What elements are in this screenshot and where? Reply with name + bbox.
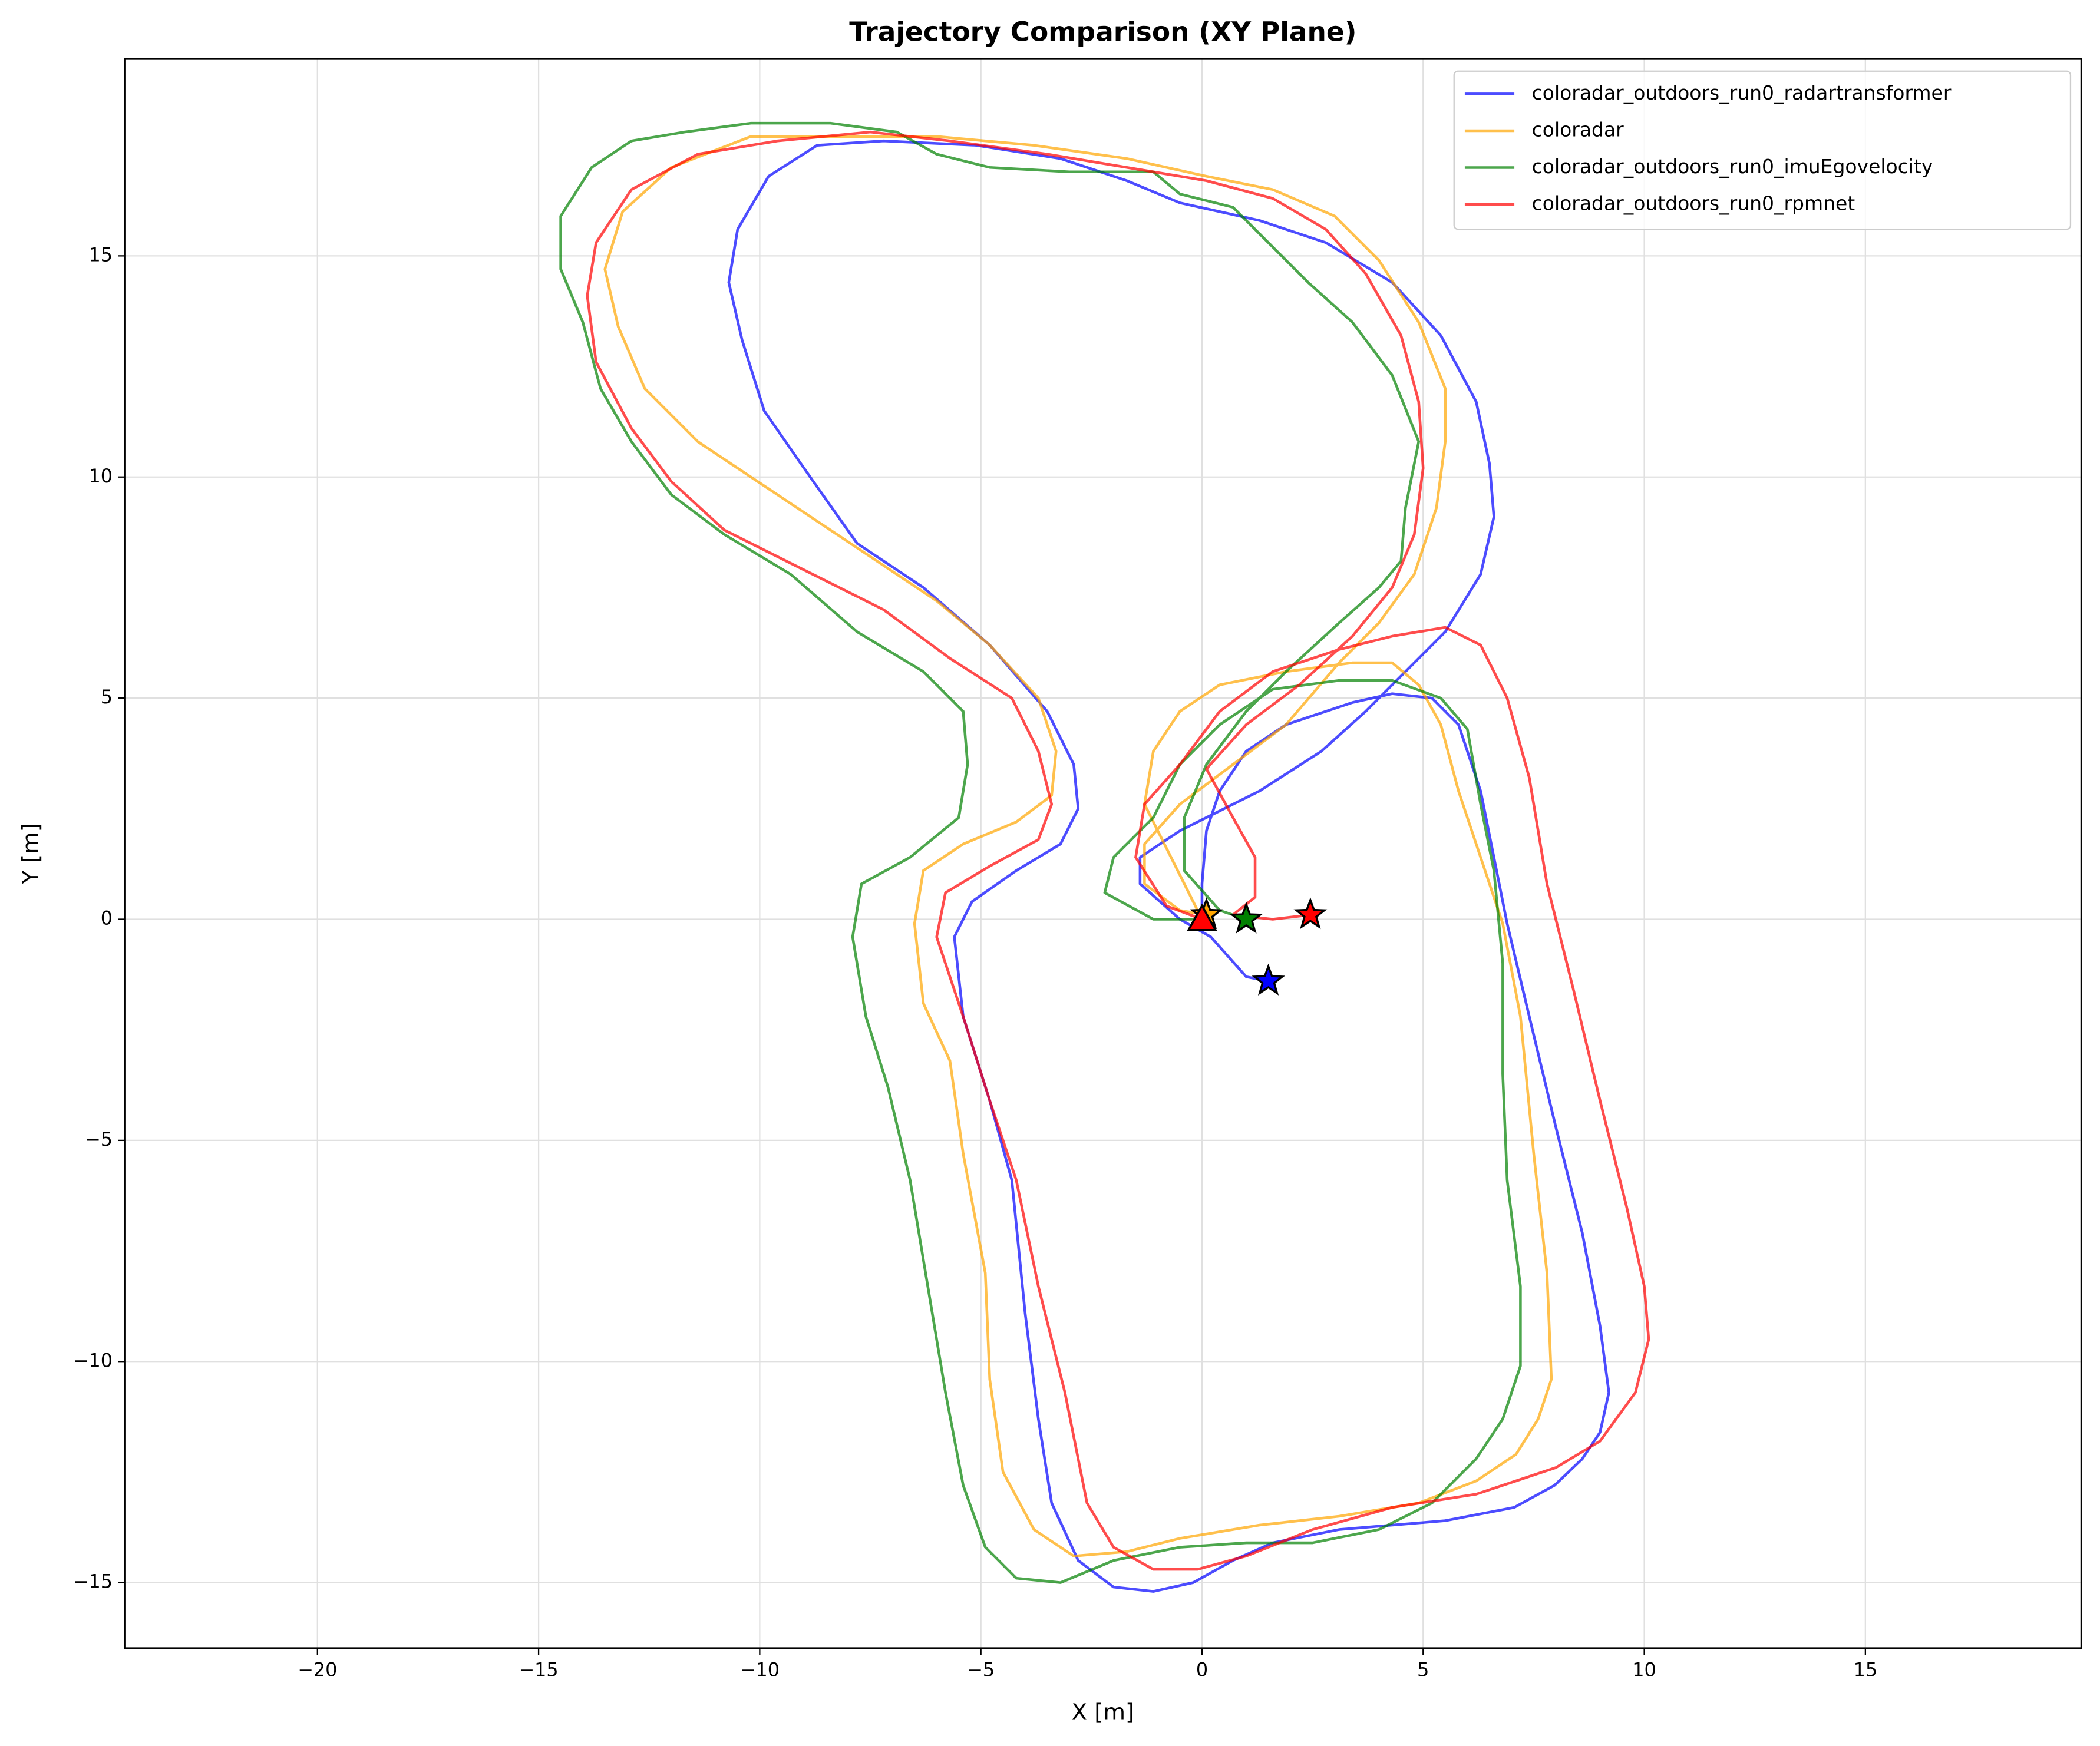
trajectory-line	[559, 121, 1522, 1584]
legend-label: coloradar_outdoors_run0_radartransformer	[1532, 81, 1952, 104]
y-axis-label: Y [m]	[18, 823, 44, 885]
x-tick-label: 10	[1632, 1658, 1656, 1681]
trajectory-line	[586, 130, 1650, 1571]
end-marker	[1229, 901, 1263, 934]
x-tick-label: −10	[740, 1658, 780, 1681]
legend-label: coloradar	[1532, 118, 1624, 141]
plot-area	[559, 121, 1650, 1593]
chart-title: Trajectory Comparison (XY Plane)	[849, 16, 1356, 48]
y-tick-label: 15	[89, 243, 113, 266]
trajectory-line	[603, 135, 1553, 1557]
end-marker	[1293, 897, 1328, 930]
legend-label: coloradar_outdoors_run0_rpmnet	[1532, 192, 1855, 215]
y-tick-label: 10	[89, 465, 113, 487]
legend-box	[1453, 70, 2072, 230]
trajectory-line	[727, 139, 1610, 1593]
start-marker	[1187, 904, 1217, 931]
y-tick-label: −5	[85, 1128, 113, 1150]
x-tick-label: −5	[967, 1658, 995, 1681]
x-axis-label: X [m]	[1072, 1699, 1135, 1726]
axes-frame	[124, 58, 2082, 1649]
y-tick-label: 0	[101, 907, 113, 930]
y-tick-label: −10	[73, 1349, 113, 1371]
legend: coloradar_outdoors_run0_radartransformer…	[1453, 70, 2072, 230]
end-marker	[1252, 963, 1286, 996]
legend-label: coloradar_outdoors_run0_imuEgovelocity	[1532, 155, 1933, 178]
x-tick-label: 0	[1196, 1658, 1208, 1681]
ticks: −20 −15 −10 −5 0 5 10 15 −15 −10 −5 0 5 10 15	[73, 243, 1877, 1681]
y-tick-label: 5	[101, 686, 113, 708]
x-tick-label: 15	[1854, 1658, 1878, 1681]
x-tick-label: 5	[1417, 1658, 1429, 1681]
x-tick-label: −20	[298, 1658, 337, 1681]
x-tick-label: −15	[519, 1658, 558, 1681]
grid	[124, 59, 2082, 1648]
y-tick-label: −15	[73, 1570, 113, 1593]
